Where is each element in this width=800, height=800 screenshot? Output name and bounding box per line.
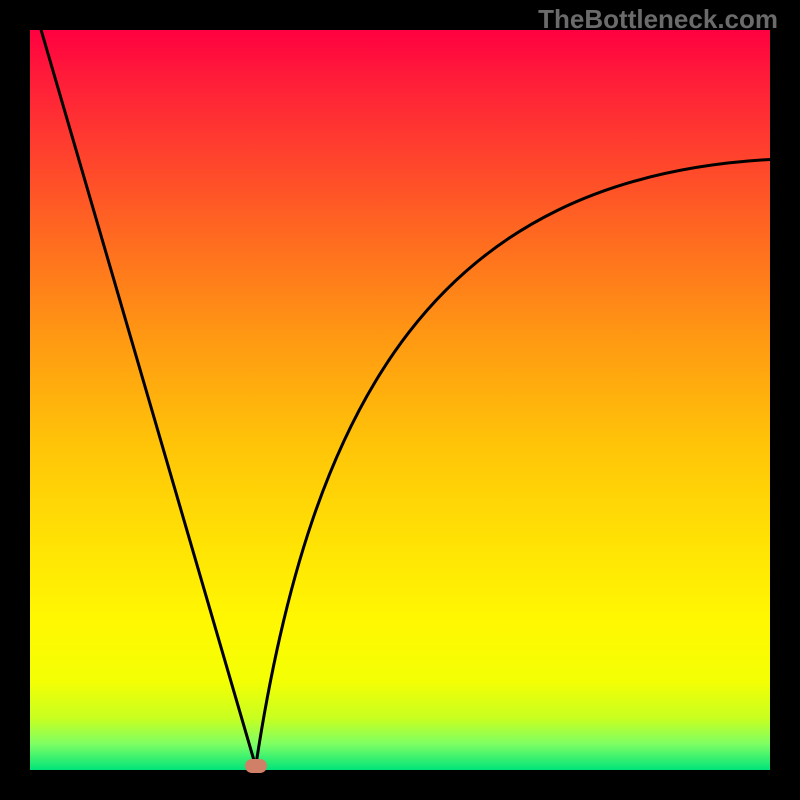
plot-area <box>30 30 770 770</box>
chart-container: TheBottleneck.com <box>0 0 800 800</box>
watermark-text: TheBottleneck.com <box>538 4 778 35</box>
minimum-marker <box>245 759 267 773</box>
bottleneck-curve <box>30 30 770 770</box>
